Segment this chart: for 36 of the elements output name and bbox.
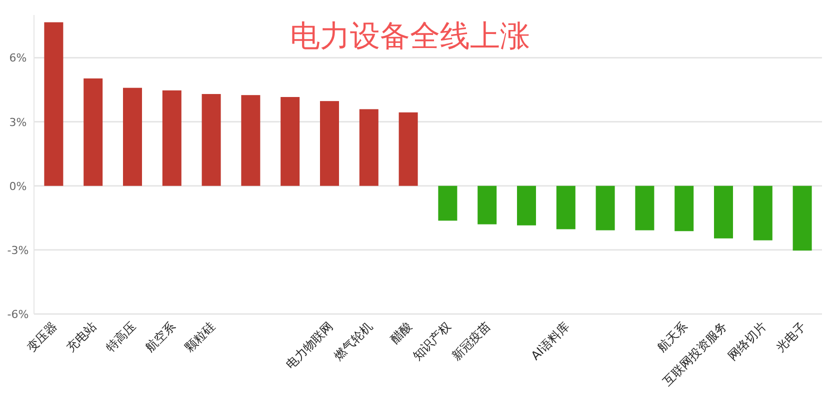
bar [753,186,772,240]
bar [714,186,733,238]
x-tick-label: 特高压 [103,319,139,355]
x-tick-label: 航空系 [142,319,178,355]
x-tick-label: 颗粒硅 [182,319,218,355]
x-tick-label: 醋酸 [388,319,414,346]
bar [162,90,182,186]
bar [123,88,142,186]
x-tick-label: 新冠疫苗 [449,319,494,364]
y-tick-label: 0% [9,180,27,193]
bar [320,101,339,186]
bar [241,95,260,186]
bar [202,94,221,186]
y-tick-label: 3% [9,116,27,129]
y-tick-label: 6% [9,52,27,65]
x-tick-label: 变压器 [24,319,60,355]
bar [635,186,654,230]
bar [280,97,300,186]
bar [44,22,64,186]
bar [438,186,458,221]
bar [674,186,694,232]
bar [556,186,576,230]
bar [478,186,497,224]
chart-title: 电力设备全线上涨 [290,19,530,54]
bar [792,186,812,251]
x-tick-label: 光电子 [773,319,808,355]
bar [517,186,536,226]
x-tick-label: 网络切片 [725,319,770,364]
bar [398,112,418,186]
x-tick-label: AI语料库 [528,319,572,363]
x-tick-label: 充电站 [64,319,100,355]
y-tick-label: -6% [7,308,29,321]
bar [596,186,615,230]
bar [359,109,378,186]
y-tick-label: -3% [7,244,29,257]
bar [84,78,103,186]
